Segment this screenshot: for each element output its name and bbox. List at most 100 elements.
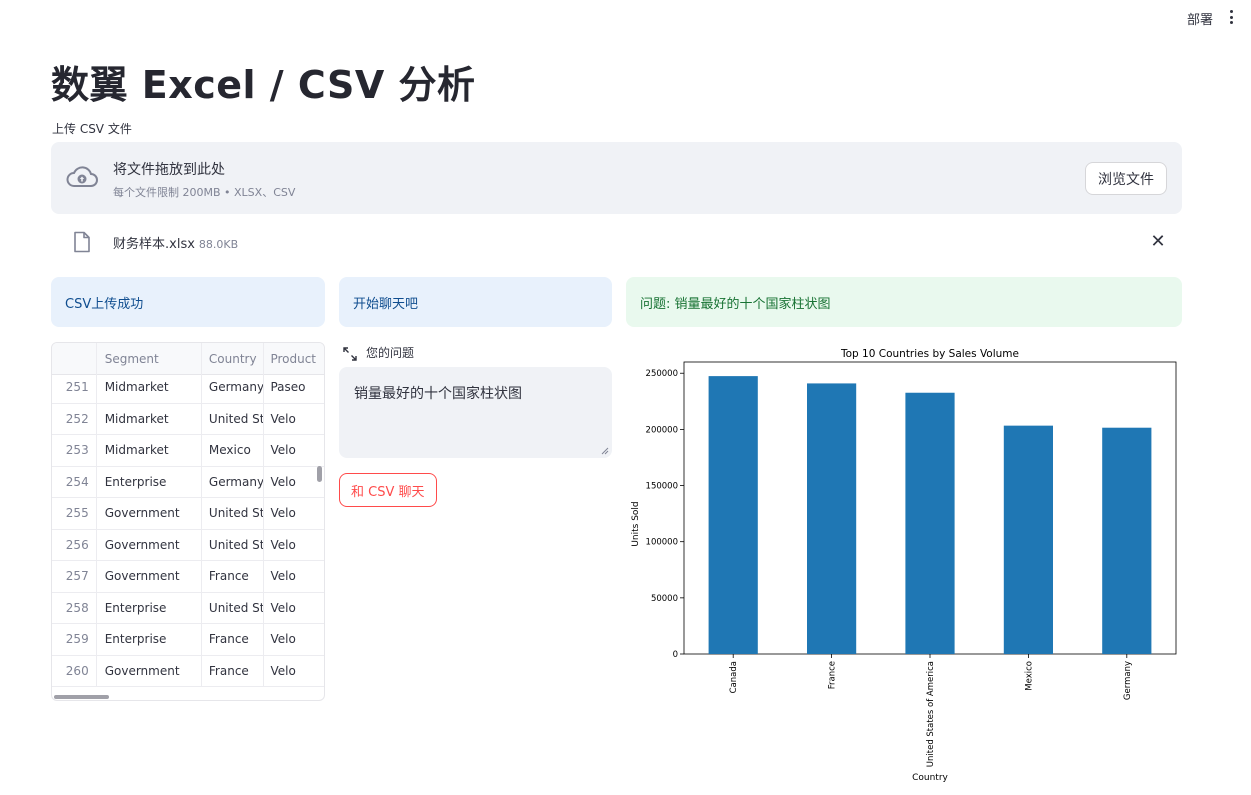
cell-country[interactable]: United Sta	[202, 592, 265, 623]
close-icon[interactable]: ✕	[1150, 231, 1166, 252]
top-toolbar: 部署	[0, 0, 1251, 34]
cloud-upload-icon	[66, 166, 98, 187]
cell-country[interactable]: United Sta	[202, 498, 265, 529]
file-name: 财务样本.xlsx 88.0KB	[113, 233, 238, 252]
cell-segment[interactable]: Midmarket	[97, 403, 202, 434]
column-header-segment[interactable]: Segment	[97, 343, 202, 374]
x-axis-label: Country	[912, 773, 948, 783]
row-index: 258	[52, 592, 97, 623]
y-tick-label: 200000	[646, 425, 678, 435]
x-tick-label: Canada	[729, 661, 739, 693]
table-row[interactable]: 259 Enterprise France Velo	[52, 624, 324, 656]
cell-product[interactable]: Velo	[270, 569, 296, 583]
row-index: 251	[52, 372, 97, 403]
upload-label: 上传 CSV 文件	[52, 122, 132, 136]
chart-title: Top 10 Countries by Sales Volume	[840, 348, 1019, 360]
y-tick-label: 250000	[646, 369, 678, 379]
chat-with-csv-button[interactable]: 和 CSV 聊天	[339, 473, 437, 507]
table-row[interactable]: 254 Enterprise Germany Velo	[52, 466, 324, 498]
cell-country[interactable]: France	[202, 655, 265, 686]
file-size: 88.0KB	[198, 238, 239, 251]
y-tick-label: 50000	[651, 594, 678, 604]
cell-country[interactable]: France	[202, 624, 265, 655]
cell-segment[interactable]: Government	[97, 561, 202, 592]
page-title: 数翼 Excel / CSV 分析	[51, 63, 476, 107]
row-index: 255	[52, 498, 97, 529]
bar	[807, 383, 857, 654]
cell-product[interactable]: Velo	[270, 663, 296, 678]
x-tick-label: Mexico	[1024, 661, 1034, 691]
table-row[interactable]: 257 Government France Velo	[52, 561, 324, 593]
cell-country[interactable]: Germany	[202, 466, 265, 497]
vertical-scrollbar[interactable]	[317, 466, 322, 482]
cell-country[interactable]: United Sta	[202, 403, 265, 434]
bar	[1003, 425, 1053, 654]
table-row[interactable]: 253 Midmarket Mexico Velo	[52, 435, 324, 467]
upload-success-box: CSV上传成功	[51, 277, 325, 327]
column-header-country[interactable]: Country	[202, 343, 265, 374]
row-index: 254	[52, 466, 97, 497]
cell-segment[interactable]: Enterprise	[97, 592, 202, 623]
question-textarea[interactable]: 销量最好的十个国家柱状图	[339, 367, 612, 458]
cell-product[interactable]: Velo	[270, 600, 296, 615]
cell-product[interactable]: Velo	[270, 537, 296, 552]
cell-product[interactable]: Velo	[270, 443, 296, 457]
cell-country[interactable]: Germany	[202, 372, 265, 403]
dataframe-table[interactable]: Segment Country Product 251 Midmarket Germ…	[51, 342, 325, 701]
file-dropzone[interactable]: 将文件拖放到此处 每个文件限制 200MB • XLSX、CSV 浏览文件	[51, 142, 1182, 214]
browse-files-button[interactable]: 浏览文件	[1085, 162, 1167, 195]
file-limit-text: 每个文件限制 200MB • XLSX、CSV	[113, 186, 296, 199]
x-tick-label: United States of America	[926, 661, 936, 767]
table-header: Segment Country Product	[52, 343, 324, 375]
row-index: 257	[52, 561, 97, 592]
chat-start-box: 开始聊天吧	[339, 277, 612, 327]
file-name-text: 财务样本.xlsx	[113, 237, 195, 252]
column-header-product[interactable]: Product	[270, 352, 317, 366]
question-label: 您的问题	[366, 346, 415, 360]
cell-segment[interactable]: Enterprise	[97, 624, 202, 655]
bar	[905, 392, 955, 654]
row-index: 260	[52, 655, 97, 686]
expand-icon[interactable]	[343, 347, 357, 361]
cell-segment[interactable]: Midmarket	[97, 372, 202, 403]
cell-country[interactable]: Mexico	[202, 435, 265, 466]
bar	[708, 376, 758, 654]
cell-product[interactable]: Velo	[270, 632, 296, 646]
cell-product[interactable]: Velo	[270, 411, 296, 426]
file-icon	[74, 231, 90, 253]
index-header	[52, 343, 97, 374]
cell-segment[interactable]: Government	[97, 498, 202, 529]
table-row[interactable]: 260 Government France Velo	[52, 655, 324, 687]
question-box: 问题: 销量最好的十个国家柱状图	[626, 277, 1182, 327]
cell-product[interactable]: Paseo	[270, 380, 306, 394]
kebab-menu-icon[interactable]	[1225, 8, 1237, 26]
y-tick-label: 150000	[646, 482, 678, 492]
cell-country[interactable]: United Sta	[202, 529, 265, 560]
y-tick-label: 100000	[646, 538, 678, 548]
cell-product[interactable]: Velo	[270, 506, 296, 520]
row-index: 259	[52, 624, 97, 655]
table-row[interactable]: 251 Midmarket Germany Paseo	[52, 372, 324, 404]
x-tick-label: Germany	[1123, 661, 1133, 700]
row-index: 253	[52, 435, 97, 466]
table-body: 251 Midmarket Germany Paseo 252 Midmarket Uni…	[52, 372, 324, 687]
row-index: 252	[52, 403, 97, 434]
cell-segment[interactable]: Government	[97, 529, 202, 560]
cell-segment[interactable]: Government	[97, 655, 202, 686]
deploy-button[interactable]: 部署	[1186, 13, 1213, 28]
x-tick-label: France	[828, 661, 838, 689]
cell-segment[interactable]: Midmarket	[97, 435, 202, 466]
uploaded-file-row: 财务样本.xlsx 88.0KB ✕	[51, 226, 1182, 260]
horizontal-scrollbar[interactable]	[54, 695, 109, 699]
y-tick-label: 0	[673, 650, 678, 660]
cell-product[interactable]: Velo	[270, 474, 296, 489]
cell-segment[interactable]: Enterprise	[97, 466, 202, 497]
cell-country[interactable]: France	[202, 561, 265, 592]
y-axis-label: Units Sold	[631, 501, 641, 546]
row-index: 256	[52, 529, 97, 560]
drop-instruction: 将文件拖放到此处	[113, 162, 225, 178]
